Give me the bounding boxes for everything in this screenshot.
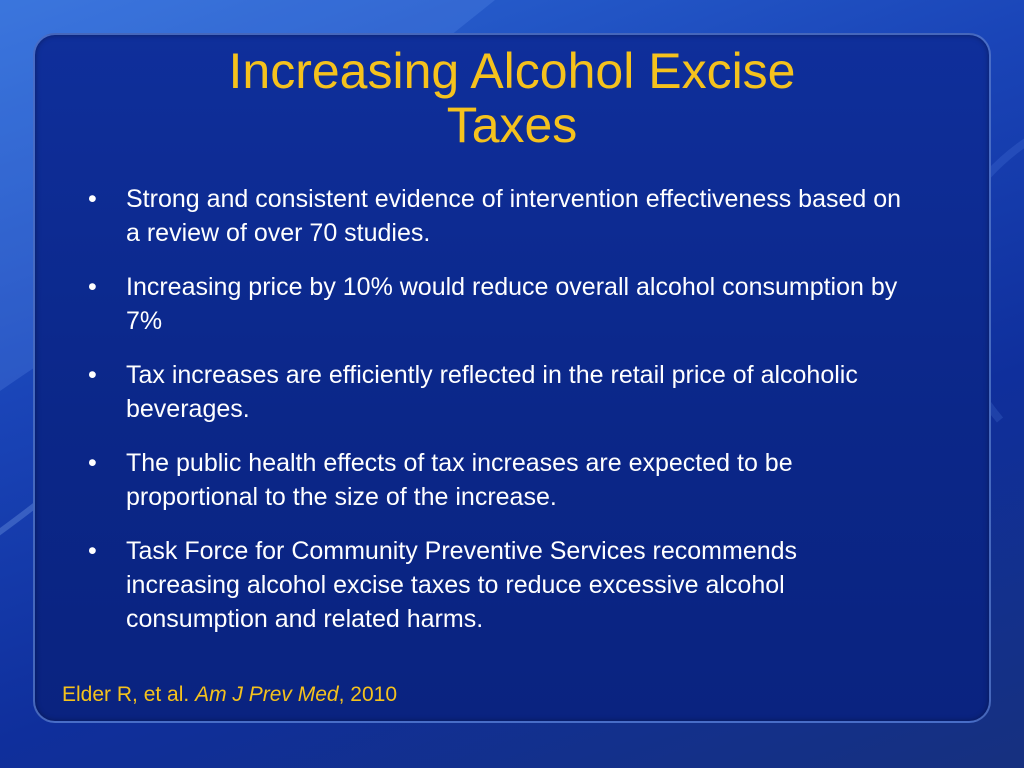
bullet-marker: • bbox=[88, 273, 97, 301]
bullet-text: Tax increases are efficiently reflected … bbox=[126, 361, 858, 423]
bullet-item: • Increasing price by 10% would reduce o… bbox=[84, 270, 914, 338]
citation-journal: Am J Prev Med bbox=[195, 683, 339, 706]
bullet-text: Increasing price by 10% would reduce ove… bbox=[126, 273, 898, 335]
bullet-text: Task Force for Community Preventive Serv… bbox=[126, 537, 798, 633]
bullet-item: • Tax increases are efficiently reflecte… bbox=[84, 358, 914, 426]
bullet-text: Strong and consistent evidence of interv… bbox=[126, 185, 902, 247]
content-panel bbox=[33, 33, 991, 723]
bullet-list: • Strong and consistent evidence of inte… bbox=[84, 182, 914, 656]
bullet-item: • Strong and consistent evidence of inte… bbox=[84, 182, 914, 250]
citation: Elder R, et al. Am J Prev Med, 2010 bbox=[62, 681, 397, 709]
slide-title-line-1: Increasing Alcohol Excise bbox=[228, 43, 796, 99]
citation-year: , 2010 bbox=[338, 683, 398, 706]
bullet-marker: • bbox=[88, 537, 97, 565]
bullet-marker: • bbox=[88, 185, 97, 213]
bullet-item: • Task Force for Community Preventive Se… bbox=[84, 534, 914, 636]
citation-authors: Elder R, et al. bbox=[62, 683, 190, 706]
slide-title: Increasing Alcohol Excise Taxes bbox=[33, 44, 991, 152]
slide-title-line-2: Taxes bbox=[446, 97, 578, 153]
bullet-item: • The public health effects of tax incre… bbox=[84, 446, 914, 514]
bullet-text: The public health effects of tax increas… bbox=[126, 449, 793, 511]
bullet-marker: • bbox=[88, 361, 97, 389]
bullet-marker: • bbox=[88, 449, 97, 477]
